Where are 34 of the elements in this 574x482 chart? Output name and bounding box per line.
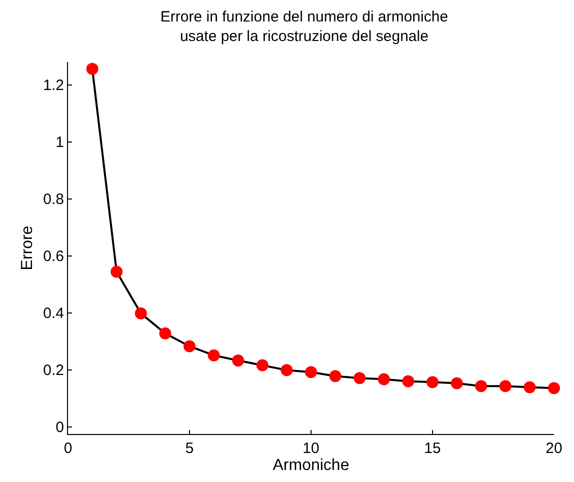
point [184,340,196,352]
x-tick-label: 20 [546,440,562,457]
point [159,327,172,340]
point [329,370,342,382]
point [208,349,220,362]
point [475,380,488,392]
point [524,381,536,394]
point [86,62,98,75]
point [450,377,463,390]
point [354,372,366,384]
y-tick-label: 0.8 [43,191,64,208]
x-axis-title: Armoniche [272,457,350,474]
point [548,382,560,394]
point [499,380,512,392]
y-tick-label: 1.2 [43,77,64,94]
y-tick-label: 0.2 [43,362,64,380]
point [305,366,317,378]
point [134,307,147,320]
point [402,375,414,388]
point [378,373,390,386]
y-axis-title: Errore [19,226,36,270]
chart-title: Errore in funzione del numero di armoniche usate per la ricostruzione del segnale [160,8,448,46]
x-tick-label: 5 [185,440,194,457]
x-tick-label: 15 [424,440,441,457]
point [280,364,293,376]
point [256,359,268,372]
x-tick-label: 10 [302,440,320,457]
y-tick-label: 0.6 [43,248,64,266]
point [232,354,244,366]
y-tick-label: 1 [56,134,64,152]
y-tick-label: 0.4 [43,305,64,322]
point [110,266,123,278]
point [426,376,438,388]
y-tick-label: 0 [56,419,64,436]
